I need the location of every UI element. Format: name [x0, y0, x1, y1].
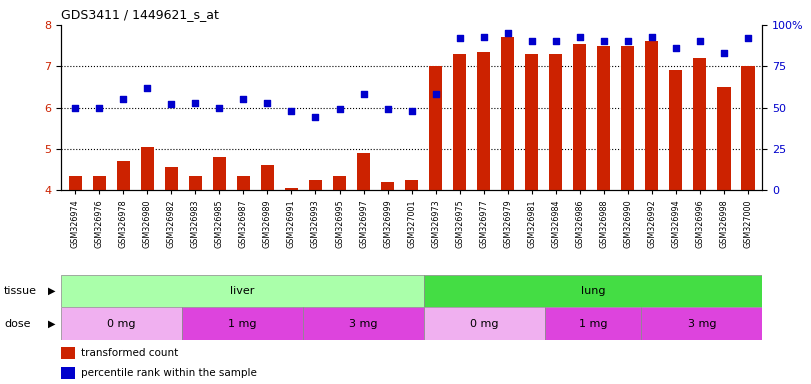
- Text: 0 mg: 0 mg: [470, 318, 499, 329]
- Point: [213, 104, 226, 111]
- Text: liver: liver: [230, 286, 255, 296]
- Bar: [693, 58, 706, 190]
- Point: [693, 38, 706, 45]
- Bar: [165, 167, 178, 190]
- Bar: [189, 175, 202, 190]
- Point: [549, 38, 562, 45]
- Point: [333, 106, 346, 112]
- Bar: [597, 46, 611, 190]
- Text: transformed count: transformed count: [81, 348, 178, 358]
- Bar: [303, 307, 423, 340]
- Point: [69, 104, 82, 111]
- Bar: [92, 175, 106, 190]
- Bar: [117, 161, 130, 190]
- Point: [189, 99, 202, 106]
- Bar: [545, 307, 642, 340]
- Bar: [525, 54, 539, 190]
- Bar: [646, 41, 659, 190]
- Point: [621, 38, 634, 45]
- Bar: [69, 175, 82, 190]
- Bar: [357, 153, 370, 190]
- Bar: [717, 87, 731, 190]
- Bar: [642, 307, 762, 340]
- Point: [285, 108, 298, 114]
- Bar: [429, 66, 442, 190]
- Point: [501, 30, 514, 36]
- Text: ▶: ▶: [48, 318, 55, 329]
- Text: 3 mg: 3 mg: [349, 318, 377, 329]
- Point: [261, 99, 274, 106]
- Point: [117, 96, 130, 103]
- Point: [92, 104, 105, 111]
- Bar: [261, 166, 274, 190]
- Point: [381, 106, 394, 112]
- Text: GDS3411 / 1449621_s_at: GDS3411 / 1449621_s_at: [61, 8, 219, 21]
- Bar: [573, 43, 586, 190]
- Bar: [453, 54, 466, 190]
- Text: tissue: tissue: [4, 286, 37, 296]
- Text: 1 mg: 1 mg: [579, 318, 607, 329]
- Point: [357, 91, 370, 98]
- Bar: [423, 275, 762, 307]
- Bar: [423, 307, 545, 340]
- Bar: [477, 52, 491, 190]
- Bar: [140, 147, 154, 190]
- Point: [453, 35, 466, 41]
- Bar: [405, 180, 418, 190]
- Bar: [549, 54, 562, 190]
- Bar: [212, 157, 226, 190]
- Point: [526, 38, 539, 45]
- Text: 3 mg: 3 mg: [688, 318, 716, 329]
- Bar: [741, 66, 754, 190]
- Point: [309, 114, 322, 121]
- Text: 0 mg: 0 mg: [107, 318, 135, 329]
- Point: [573, 33, 586, 40]
- Bar: [381, 182, 394, 190]
- Text: percentile rank within the sample: percentile rank within the sample: [81, 368, 257, 378]
- Point: [165, 101, 178, 107]
- Bar: [309, 180, 322, 190]
- Point: [646, 33, 659, 40]
- Bar: [285, 188, 298, 190]
- Bar: [61, 275, 423, 307]
- Text: ▶: ▶: [48, 286, 55, 296]
- Point: [597, 38, 610, 45]
- Point: [237, 96, 250, 103]
- Text: dose: dose: [4, 318, 31, 329]
- Point: [669, 45, 682, 51]
- Point: [741, 35, 754, 41]
- Point: [141, 84, 154, 91]
- Text: lung: lung: [581, 286, 605, 296]
- Bar: [669, 70, 683, 190]
- Point: [429, 91, 442, 98]
- Bar: [333, 175, 346, 190]
- Bar: [621, 46, 634, 190]
- Point: [477, 33, 490, 40]
- Text: 1 mg: 1 mg: [228, 318, 256, 329]
- Bar: [182, 307, 303, 340]
- Bar: [61, 307, 182, 340]
- Bar: [237, 175, 250, 190]
- Point: [718, 50, 731, 56]
- Point: [405, 108, 418, 114]
- Bar: [501, 37, 514, 190]
